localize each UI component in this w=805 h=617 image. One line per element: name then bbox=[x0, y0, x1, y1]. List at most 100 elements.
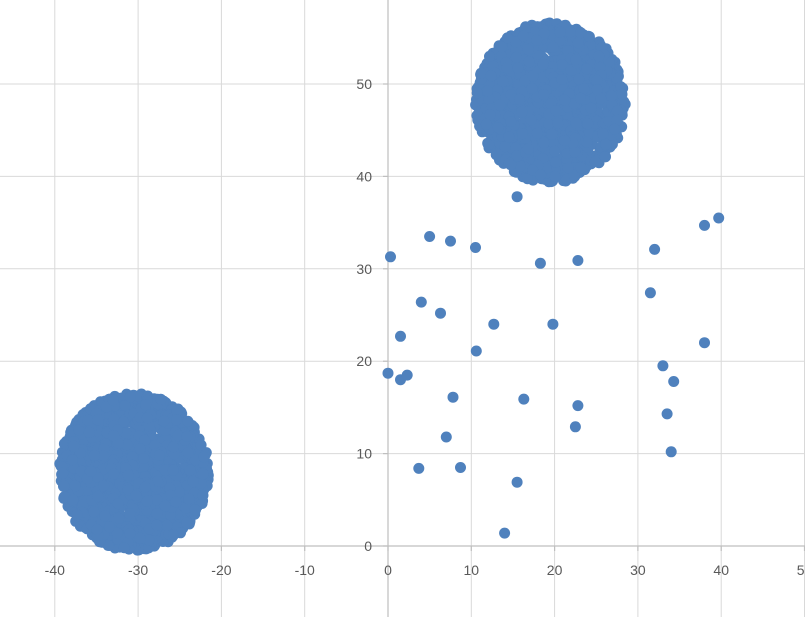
cluster-2-point bbox=[522, 143, 534, 155]
cluster-1-point bbox=[58, 438, 70, 450]
cluster-1-point bbox=[134, 532, 146, 544]
cluster-2-point bbox=[591, 74, 603, 86]
cluster-2-point bbox=[569, 146, 581, 158]
cluster-1-point bbox=[183, 493, 195, 505]
cluster-1-point bbox=[155, 393, 167, 405]
scatter-point bbox=[435, 307, 446, 319]
cluster-1-point bbox=[107, 394, 119, 406]
x-tick-label: -20 bbox=[211, 562, 231, 578]
cluster-2-point bbox=[595, 93, 607, 105]
cluster-1-point bbox=[159, 500, 171, 512]
scatter-point bbox=[511, 191, 523, 203]
cluster-2-point bbox=[517, 30, 529, 42]
scatter-point bbox=[657, 360, 669, 372]
scatter-point bbox=[547, 318, 559, 330]
cluster-2-point bbox=[484, 50, 495, 62]
cluster-2-point bbox=[552, 117, 564, 129]
cluster-1-point bbox=[83, 427, 95, 438]
cluster-1-point bbox=[173, 486, 185, 498]
cluster-2-point bbox=[510, 51, 522, 63]
cluster-1-point bbox=[151, 494, 163, 506]
cluster-1-point bbox=[195, 477, 207, 489]
cluster-2-point bbox=[526, 82, 538, 94]
cluster-2-point bbox=[589, 156, 601, 168]
scatter-point bbox=[668, 376, 680, 387]
scatter-point bbox=[534, 257, 546, 269]
cluster-1-point bbox=[85, 465, 97, 477]
cluster-1-point bbox=[137, 460, 149, 472]
x-tick-label: 20 bbox=[547, 562, 563, 578]
cluster-2-point bbox=[535, 169, 547, 181]
cluster-1-point bbox=[100, 401, 112, 413]
cluster-2-point bbox=[492, 122, 504, 134]
x-axis-tick-labels: -40 -30 -20 -10 0 10 20 30 40 50 bbox=[45, 562, 805, 578]
data-points bbox=[54, 17, 725, 556]
scatter-point bbox=[470, 345, 482, 357]
cluster-1-point bbox=[88, 506, 100, 518]
cluster-1-point bbox=[75, 465, 87, 477]
cluster-2-point bbox=[522, 173, 533, 185]
cluster-2-point bbox=[550, 156, 562, 168]
cluster-1-point bbox=[92, 490, 104, 502]
cluster-1-point bbox=[184, 464, 196, 476]
cluster-2-point bbox=[501, 32, 513, 44]
cluster-1-point bbox=[121, 439, 133, 451]
cluster-1-point bbox=[71, 509, 83, 521]
scatter-point bbox=[401, 369, 413, 381]
cluster-1-point bbox=[180, 502, 192, 514]
scatter-point bbox=[572, 400, 584, 412]
scatter-point bbox=[713, 212, 725, 224]
cluster-1-point bbox=[119, 400, 131, 411]
cluster-2-point bbox=[547, 137, 559, 149]
cluster-1-point bbox=[189, 454, 201, 466]
cluster-2-point bbox=[567, 137, 579, 149]
scatter-point bbox=[644, 287, 656, 299]
cluster-1-point bbox=[125, 391, 136, 403]
cluster-2-point bbox=[599, 151, 611, 163]
cluster-2-point bbox=[616, 88, 628, 100]
cluster-2-point bbox=[593, 50, 605, 62]
scatter-point bbox=[699, 219, 710, 231]
cluster-2-point bbox=[480, 118, 492, 130]
cluster-2-point bbox=[471, 87, 483, 99]
cluster-2-point bbox=[538, 137, 550, 149]
cluster-1-point bbox=[189, 504, 201, 516]
x-tick-label: 10 bbox=[464, 562, 480, 578]
cluster-2-point bbox=[581, 63, 593, 75]
cluster-1-point bbox=[91, 524, 103, 535]
cluster-1-point bbox=[113, 512, 125, 524]
cluster-1-point bbox=[104, 521, 115, 533]
cluster-2-point bbox=[549, 170, 561, 182]
y-tick-label: 50 bbox=[356, 76, 372, 92]
cluster-1-point bbox=[141, 495, 153, 507]
cluster-2-point bbox=[550, 105, 562, 117]
cluster-1-point bbox=[154, 449, 165, 461]
cluster-1-point bbox=[172, 429, 184, 441]
cluster-1-point bbox=[98, 480, 110, 492]
scatter-point bbox=[488, 318, 500, 330]
cluster-1-point bbox=[58, 480, 70, 492]
scatter-point bbox=[665, 446, 677, 458]
cluster-2-point bbox=[482, 85, 493, 97]
scatter-point bbox=[699, 337, 710, 349]
cluster-2-point bbox=[554, 34, 566, 46]
cluster-1-point bbox=[58, 491, 70, 503]
cluster-1-point bbox=[97, 450, 109, 462]
scatter-point bbox=[649, 243, 661, 255]
cluster-1-point bbox=[143, 534, 155, 546]
cluster-2-point bbox=[564, 26, 576, 38]
cluster-2-point bbox=[562, 162, 574, 174]
cluster-2-point bbox=[570, 117, 582, 129]
scatter-point bbox=[415, 296, 427, 308]
cluster-2-point bbox=[484, 109, 496, 121]
cluster-2-point bbox=[559, 94, 571, 106]
y-axis-tick-labels: 0 10 20 30 40 50 bbox=[356, 76, 372, 554]
cluster-1-point bbox=[198, 451, 210, 463]
cluster-1-point bbox=[68, 440, 80, 452]
cluster-1-point bbox=[88, 450, 100, 461]
cluster-2-point bbox=[565, 64, 577, 76]
cluster-1-point bbox=[82, 414, 94, 426]
cluster-2-point bbox=[581, 136, 593, 148]
y-tick-label: 20 bbox=[356, 353, 372, 369]
cluster-2-point bbox=[597, 128, 609, 140]
